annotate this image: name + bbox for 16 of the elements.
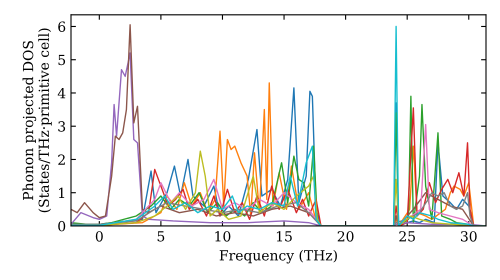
x-tick-label: 5 <box>158 231 164 242</box>
x-tick-label: 20 <box>338 231 354 242</box>
y-tick-label: 6 <box>58 21 66 32</box>
y-tick-label: 1 <box>58 188 64 198</box>
x-tick-label: 30 <box>460 231 477 242</box>
x-tick-label: 10 <box>215 231 230 242</box>
y-tick-label: 2 <box>58 154 65 165</box>
y-tick-label: 3 <box>58 121 66 132</box>
y-axis-title: Phonon projected DOS (States/THz·primitive cell) <box>22 28 52 212</box>
x-axis-title: Frequency (THz) <box>220 250 337 264</box>
y-tick-label: 0 <box>58 220 66 232</box>
y-tick-label: 5 <box>58 54 66 66</box>
x-tick-label: 25 <box>399 231 415 242</box>
x-tick-label: 15 <box>276 231 292 242</box>
y-tick-label: 4 <box>58 88 66 98</box>
x-tick-label: 0 <box>96 231 103 242</box>
